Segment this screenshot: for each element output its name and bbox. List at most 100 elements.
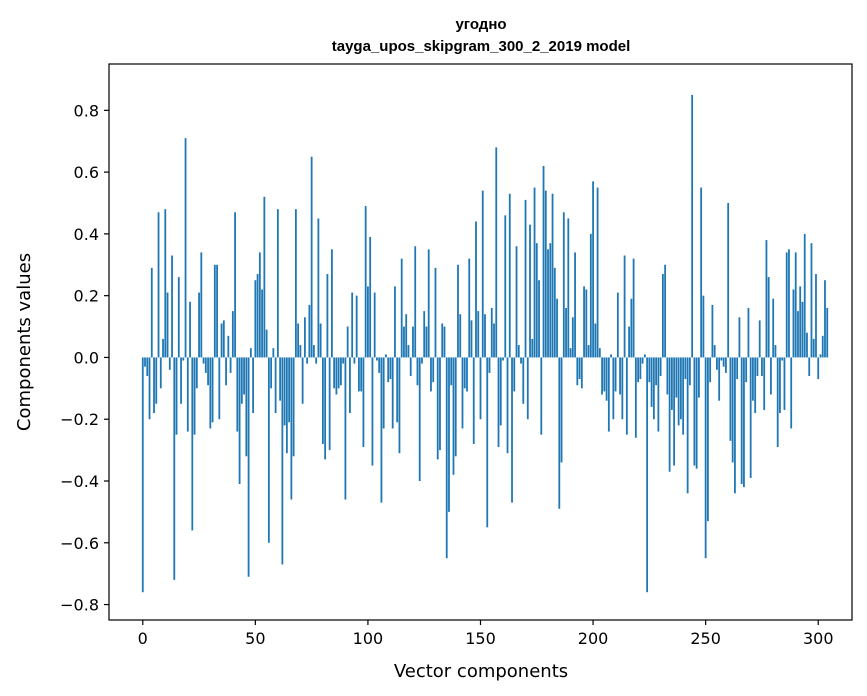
bar-177 <box>540 357 543 435</box>
bar-101 <box>369 236 372 358</box>
bar-217 <box>630 298 633 358</box>
bar-81 <box>324 357 327 460</box>
bar-183 <box>553 267 556 358</box>
bar-43 <box>238 357 241 485</box>
bar-155 <box>490 308 493 358</box>
bar-197 <box>585 289 588 358</box>
bars-group <box>141 94 829 593</box>
bar-160 <box>502 357 504 361</box>
bar-106 <box>380 357 383 503</box>
bar-35 <box>220 323 223 358</box>
bar-295 <box>806 332 808 358</box>
bar-74 <box>308 304 311 358</box>
bar-23 <box>193 357 196 435</box>
bar-168 <box>520 357 522 364</box>
bar-127 <box>427 249 430 358</box>
bar-262 <box>731 357 734 463</box>
bar-291 <box>797 311 799 358</box>
bar-166 <box>515 246 518 358</box>
bar-167 <box>517 345 520 358</box>
bar-189 <box>567 218 570 358</box>
bar-49 <box>252 357 254 414</box>
y-axis: −0.8 −0.6 −0.4 −0.2 0.0 0.2 0.4 0.6 0.8 <box>60 101 109 615</box>
bar-7 <box>157 212 160 358</box>
x-tick-label-200: 200 <box>578 629 609 648</box>
bar-61 <box>279 357 282 401</box>
bar-244 <box>691 94 694 358</box>
bar-113 <box>396 357 399 423</box>
bar-232 <box>664 264 667 358</box>
bar-20 <box>186 357 189 432</box>
bar-281 <box>774 345 777 358</box>
bar-120 <box>412 326 414 358</box>
bar-144 <box>466 357 468 392</box>
y-tick-label-0: −0.8 <box>60 596 99 615</box>
bar-206 <box>605 357 608 401</box>
bar-209 <box>612 357 615 420</box>
bar-115 <box>400 258 403 358</box>
bar-77 <box>315 357 318 364</box>
bar-111 <box>391 357 394 429</box>
bar-73 <box>306 357 309 364</box>
bar-259 <box>725 357 727 373</box>
bar-63 <box>283 357 286 426</box>
bar-276 <box>763 357 766 410</box>
bar-76 <box>312 345 315 358</box>
bar-199 <box>589 233 592 358</box>
bar-267 <box>743 357 745 488</box>
bar-203 <box>598 348 601 358</box>
bar-193 <box>576 357 579 386</box>
bar-299 <box>815 274 817 358</box>
bar-302 <box>821 335 824 358</box>
bar-255 <box>716 357 718 370</box>
bar-9 <box>162 338 164 358</box>
bar-180 <box>547 249 549 358</box>
bar-269 <box>747 308 750 358</box>
bar-221 <box>639 357 642 380</box>
bar-132 <box>439 357 441 451</box>
bar-146 <box>470 320 473 358</box>
bar-161 <box>504 215 507 358</box>
bar-134 <box>443 326 446 358</box>
bar-2 <box>146 357 149 376</box>
bar-164 <box>511 357 513 503</box>
x-axis-label: Vector components <box>394 661 568 682</box>
bar-181 <box>549 243 552 358</box>
bar-243 <box>688 357 691 386</box>
bar-88 <box>340 357 342 386</box>
bar-207 <box>607 357 610 432</box>
bar-241 <box>684 357 687 380</box>
bar-133 <box>441 323 444 358</box>
bar-296 <box>808 357 811 376</box>
bar-69 <box>297 323 300 358</box>
y-tick-label-8: 0.8 <box>74 101 99 120</box>
bar-210 <box>614 357 617 392</box>
bar-0 <box>141 357 144 593</box>
bar-284 <box>781 357 784 361</box>
bar-45 <box>243 357 245 395</box>
bar-147 <box>472 357 475 444</box>
bar-216 <box>628 326 630 358</box>
bar-298 <box>812 338 815 358</box>
bar-260 <box>727 203 730 358</box>
bar-86 <box>335 357 338 395</box>
bar-140 <box>457 264 459 358</box>
bar-202 <box>596 187 599 358</box>
bar-264 <box>736 357 739 380</box>
bar-4 <box>150 267 153 358</box>
bar-145 <box>468 258 471 358</box>
bar-163 <box>508 193 511 358</box>
bar-64 <box>285 357 288 454</box>
bar-196 <box>583 286 585 358</box>
bar-288 <box>790 357 793 429</box>
bar-214 <box>623 255 626 358</box>
bar-99 <box>364 206 367 358</box>
bar-27 <box>202 357 205 364</box>
bar-289 <box>792 289 795 358</box>
bar-48 <box>249 348 252 358</box>
bar-41 <box>234 212 236 358</box>
bar-285 <box>783 357 786 410</box>
bar-287 <box>788 249 790 358</box>
bar-198 <box>587 345 590 358</box>
